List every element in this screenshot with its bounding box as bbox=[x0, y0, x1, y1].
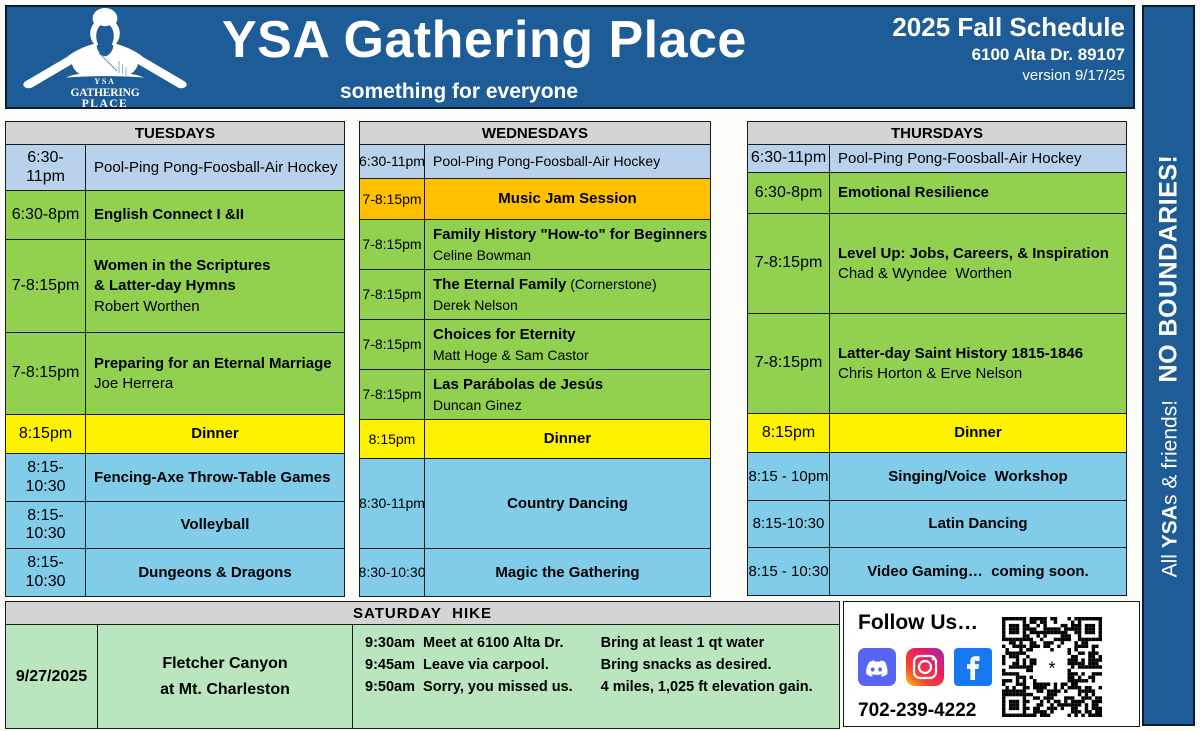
svg-text:*: * bbox=[1048, 657, 1055, 678]
svg-text:YSA: YSA bbox=[94, 77, 115, 86]
svg-text:PLACE: PLACE bbox=[82, 98, 128, 110]
